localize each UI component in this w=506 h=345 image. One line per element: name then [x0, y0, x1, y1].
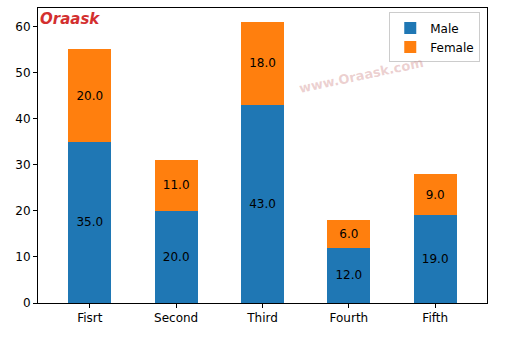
svg-text:Fisrt: Fisrt [77, 311, 103, 325]
svg-text:50: 50 [15, 66, 30, 80]
svg-text:Oraask: Oraask [40, 10, 100, 28]
svg-text:9.0: 9.0 [426, 188, 445, 202]
svg-text:60: 60 [15, 20, 30, 34]
svg-text:Third: Third [246, 311, 278, 325]
svg-text:20: 20 [15, 204, 30, 218]
svg-text:Second: Second [154, 311, 198, 325]
svg-text:Fifth: Fifth [422, 311, 448, 325]
svg-text:30: 30 [15, 158, 30, 172]
svg-text:11.0: 11.0 [163, 178, 190, 192]
svg-text:6.0: 6.0 [339, 227, 358, 241]
svg-text:20.0: 20.0 [76, 89, 103, 103]
svg-text:43.0: 43.0 [249, 197, 276, 211]
svg-text:0: 0 [23, 296, 31, 310]
svg-text:Female: Female [430, 41, 473, 55]
svg-text:19.0: 19.0 [422, 252, 449, 266]
svg-text:18.0: 18.0 [249, 56, 276, 70]
svg-text:Fourth: Fourth [330, 311, 369, 325]
svg-text:10: 10 [15, 250, 30, 264]
svg-text:35.0: 35.0 [76, 215, 103, 229]
svg-text:www.Oraask.com: www.Oraask.com [298, 55, 425, 96]
svg-text:20.0: 20.0 [163, 250, 190, 264]
svg-text:Male: Male [430, 22, 458, 36]
svg-text:40: 40 [15, 112, 30, 126]
svg-text:12.0: 12.0 [335, 268, 362, 282]
